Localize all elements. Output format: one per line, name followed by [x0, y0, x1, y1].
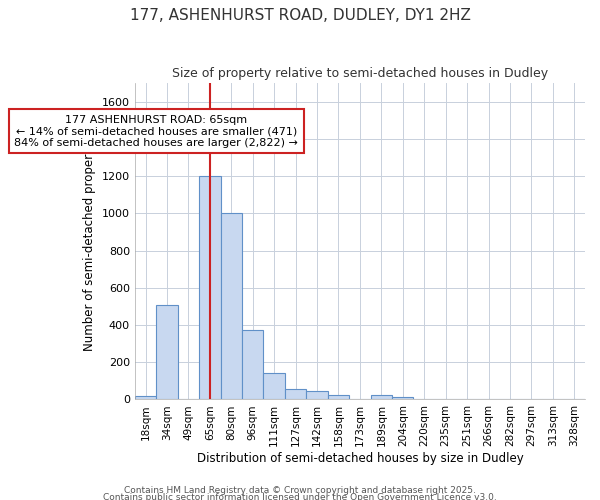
Bar	[328, 395, 349, 400]
Bar	[221, 214, 242, 400]
Bar	[392, 396, 413, 400]
Bar	[242, 330, 263, 400]
Text: 177, ASHENHURST ROAD, DUDLEY, DY1 2HZ: 177, ASHENHURST ROAD, DUDLEY, DY1 2HZ	[130, 8, 470, 22]
Bar	[307, 391, 328, 400]
Bar	[135, 396, 156, 400]
Bar	[199, 176, 221, 400]
Title: Size of property relative to semi-detached houses in Dudley: Size of property relative to semi-detach…	[172, 68, 548, 80]
Text: Contains HM Land Registry data © Crown copyright and database right 2025.: Contains HM Land Registry data © Crown c…	[124, 486, 476, 495]
X-axis label: Distribution of semi-detached houses by size in Dudley: Distribution of semi-detached houses by …	[197, 452, 523, 465]
Bar	[285, 389, 307, 400]
Bar	[371, 395, 392, 400]
Bar	[263, 374, 285, 400]
Bar	[156, 304, 178, 400]
Y-axis label: Number of semi-detached properties: Number of semi-detached properties	[83, 132, 96, 350]
Text: Contains public sector information licensed under the Open Government Licence v3: Contains public sector information licen…	[103, 494, 497, 500]
Text: 177 ASHENHURST ROAD: 65sqm
← 14% of semi-detached houses are smaller (471)
84% o: 177 ASHENHURST ROAD: 65sqm ← 14% of semi…	[14, 114, 298, 148]
